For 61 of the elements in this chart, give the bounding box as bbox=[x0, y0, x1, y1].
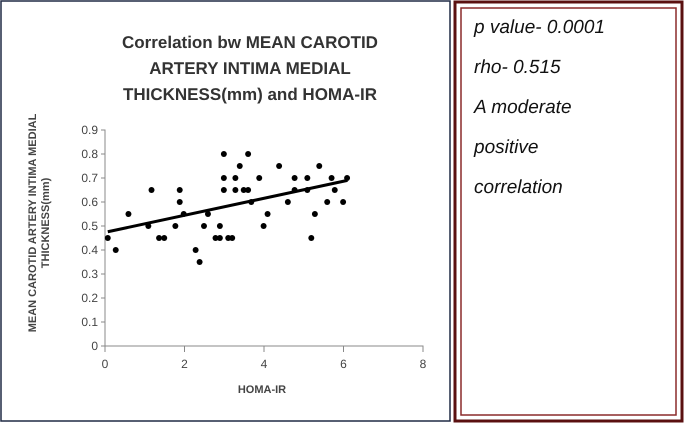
point bbox=[161, 235, 168, 241]
point bbox=[180, 211, 187, 217]
point bbox=[308, 235, 314, 241]
y-tick-label: 0.5 bbox=[81, 218, 98, 233]
point bbox=[344, 175, 350, 181]
point bbox=[200, 223, 207, 229]
point bbox=[220, 175, 227, 181]
y-tick-label: 0.8 bbox=[81, 146, 98, 161]
y-tick-label: 0.6 bbox=[81, 194, 98, 209]
point bbox=[196, 259, 203, 265]
point bbox=[176, 187, 183, 193]
point bbox=[340, 199, 346, 205]
y-tick-label: 0.4 bbox=[81, 242, 98, 257]
chart-title: Correlation bw MEAN CAROTID ARTERY INTIMA MEDIAL THICKNESS(mm) and HOMA-IR bbox=[122, 33, 378, 104]
text: A moderate positive correlation bbox=[473, 97, 572, 198]
point bbox=[220, 151, 227, 157]
point bbox=[248, 199, 254, 205]
point bbox=[245, 151, 252, 157]
point bbox=[216, 223, 223, 229]
text: rho- 0.515 bbox=[474, 57, 562, 78]
y-axis-title: MEAN CAROTID ARTERY INTIMA MEDIAL THICKNESS(mm) bbox=[27, 113, 52, 332]
text: p value- 0.0001 bbox=[473, 17, 605, 38]
x-axis-title: HOMA-IR bbox=[238, 384, 286, 396]
point bbox=[316, 163, 322, 169]
x-tick-label: 4 bbox=[260, 357, 268, 372]
point bbox=[204, 211, 211, 217]
point bbox=[304, 175, 310, 181]
point bbox=[232, 175, 238, 181]
point bbox=[192, 247, 199, 253]
point bbox=[284, 199, 291, 205]
point bbox=[328, 175, 335, 181]
x-tick-label: 6 bbox=[340, 357, 348, 372]
point bbox=[112, 247, 119, 253]
x-tick-label: 8 bbox=[420, 357, 427, 372]
point bbox=[276, 163, 282, 169]
point bbox=[312, 211, 318, 217]
point bbox=[236, 163, 243, 169]
point bbox=[324, 199, 330, 205]
point bbox=[156, 235, 162, 241]
point bbox=[220, 187, 227, 193]
point bbox=[292, 175, 298, 181]
y-tick-label: 0.7 bbox=[81, 170, 98, 185]
point bbox=[264, 211, 271, 217]
point bbox=[256, 175, 262, 181]
point bbox=[304, 187, 310, 193]
y-tick-label: 0.3 bbox=[81, 266, 98, 281]
x-tick-label: 2 bbox=[181, 357, 188, 372]
y-tick-label: 0.2 bbox=[81, 290, 98, 305]
point bbox=[104, 235, 111, 241]
y-tick-label: 0.9 bbox=[81, 122, 98, 137]
point bbox=[245, 187, 252, 193]
y-tick-label: 0.1 bbox=[81, 314, 98, 329]
x-tick-label: 0 bbox=[102, 357, 109, 372]
point bbox=[260, 223, 267, 229]
point bbox=[232, 187, 238, 193]
point bbox=[176, 199, 183, 205]
y-tick-label: 0 bbox=[91, 338, 98, 353]
point bbox=[172, 223, 178, 229]
point bbox=[148, 187, 154, 193]
point bbox=[125, 211, 132, 217]
point bbox=[332, 187, 338, 193]
